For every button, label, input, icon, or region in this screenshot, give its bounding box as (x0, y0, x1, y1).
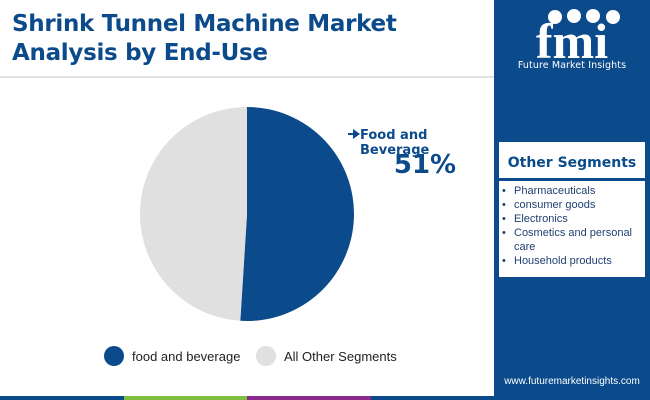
accent-segment (123, 396, 247, 400)
logo-text: fmi (536, 13, 608, 69)
panel-divider (499, 178, 645, 181)
pie-chart (140, 107, 360, 322)
list-item: consumer goods (499, 198, 645, 212)
legend-item-food-and-beverage: food and beverage (104, 346, 240, 366)
pie-slice-food-and-beverage (240, 107, 355, 322)
sidebar: fmi Future Market Insights Other Segment… (494, 0, 650, 400)
accent-segment (0, 396, 124, 400)
accent-segment (370, 396, 494, 400)
legend-item-all-other-segments: All Other Segments (256, 346, 397, 366)
list-item: Household products (499, 254, 645, 268)
chart-title: Shrink Tunnel Machine Market Analysis by… (12, 11, 397, 66)
callout-arrow (348, 129, 360, 139)
brand-name: Future Market Insights (517, 60, 627, 71)
pie-slices (140, 107, 355, 322)
website-url: www.futuremarketinsights.com (504, 376, 640, 387)
legend-swatch (104, 346, 124, 366)
list-item: Pharmaceuticals (499, 184, 645, 198)
legend-label: food and beverage (132, 348, 241, 364)
list-item: Electronics (499, 212, 645, 226)
callout-value: 51% (393, 150, 457, 180)
fmi-logo: fmi (536, 9, 620, 69)
title-divider (0, 76, 494, 78)
bottom-accent-bar (0, 396, 494, 400)
other-segments-title: Other Segments (507, 155, 637, 171)
other-segments-panel: Other Segments Pharmaceuticals consumer … (499, 142, 645, 277)
list-item: Cosmetics and personal care (499, 226, 645, 254)
pie-slice-all-other-segments (140, 107, 247, 321)
other-segments-list: Pharmaceuticals consumer goods Electroni… (499, 184, 645, 268)
legend-label: All Other Segments (284, 348, 397, 364)
accent-segment (247, 396, 371, 400)
legend-swatch (256, 346, 276, 366)
callout-label: Food and Beverage (360, 128, 430, 158)
